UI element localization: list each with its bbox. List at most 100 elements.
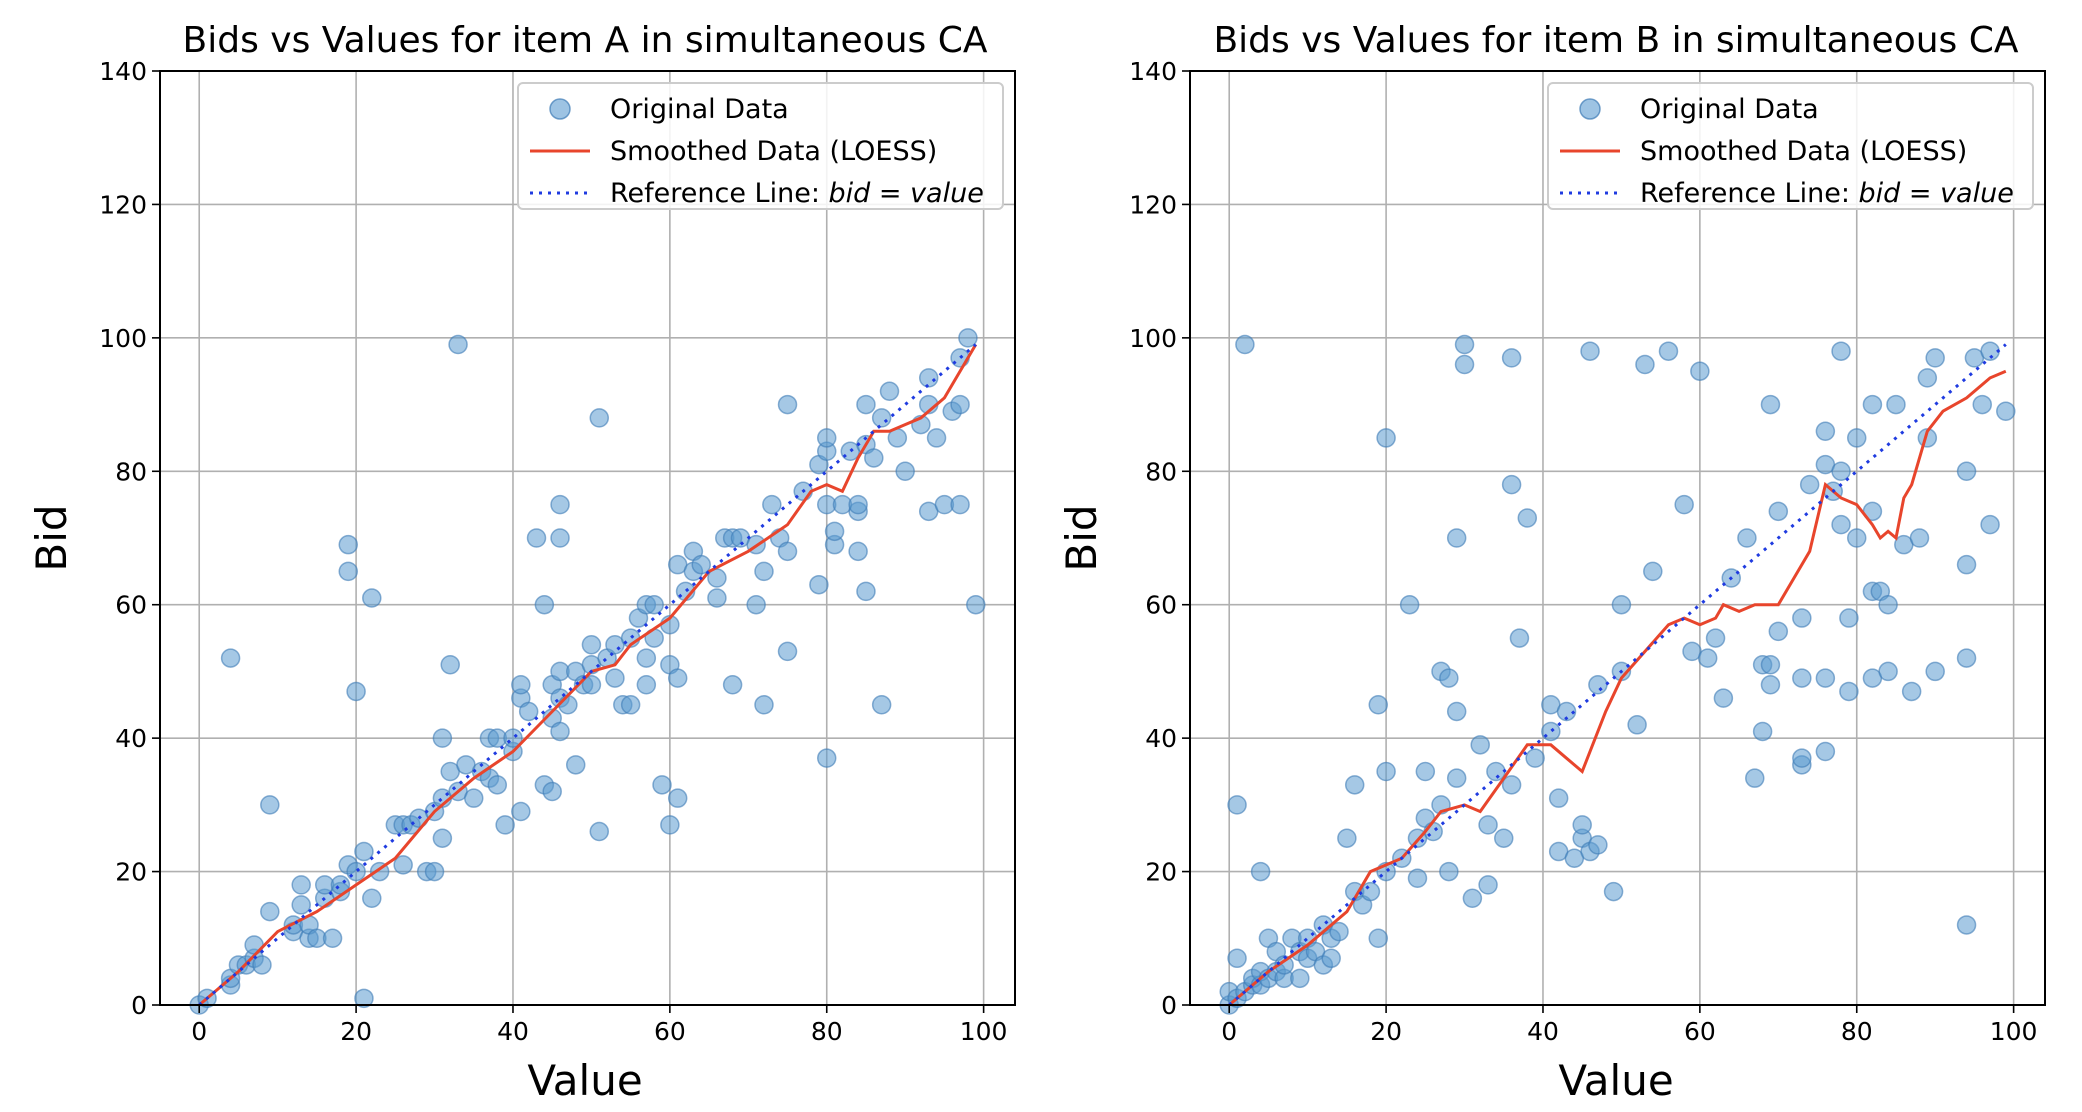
data-point xyxy=(1399,594,1420,615)
data-point xyxy=(1768,621,1789,642)
data-point xyxy=(565,755,586,775)
data-point xyxy=(1235,334,1255,355)
data-point xyxy=(1831,514,1851,535)
legend-label-smoothed-data: Smoothed Data (LOESS) xyxy=(1640,136,1967,167)
data-point xyxy=(1446,528,1467,548)
y-tick-label: 40 xyxy=(1145,724,1177,753)
data-point xyxy=(1290,968,1310,989)
data-point xyxy=(1274,955,1294,975)
data-point xyxy=(1745,768,1765,788)
data-point xyxy=(1494,828,1514,848)
data-point xyxy=(1658,341,1679,361)
data-point xyxy=(393,855,413,875)
data-point xyxy=(1415,761,1436,782)
data-point xyxy=(1972,394,1992,415)
data-point xyxy=(1752,721,1773,742)
y-tick-label: 20 xyxy=(115,858,147,887)
data-point xyxy=(856,581,876,602)
data-point xyxy=(1643,561,1663,582)
y-tick-label: 120 xyxy=(99,190,147,219)
data-point xyxy=(777,541,798,562)
y-tick-label: 0 xyxy=(131,991,147,1020)
data-point xyxy=(1839,608,1859,628)
data-point xyxy=(1705,628,1726,648)
data-point xyxy=(518,701,539,722)
data-point xyxy=(550,528,570,548)
data-point xyxy=(1627,715,1647,735)
data-point xyxy=(338,561,359,582)
legend-symbol-original-data xyxy=(1579,98,1601,120)
data-point xyxy=(1635,354,1655,375)
data-point xyxy=(1517,508,1538,528)
y-axis-label: Bid xyxy=(1057,504,1106,571)
data-point xyxy=(895,461,915,482)
data-point xyxy=(1509,628,1530,648)
y-tick-label: 60 xyxy=(115,591,147,620)
data-point xyxy=(322,928,343,949)
x-tick-label: 80 xyxy=(811,1017,843,1046)
data-point xyxy=(636,675,657,695)
data-point xyxy=(495,815,515,835)
data-point xyxy=(1446,701,1467,722)
data-point xyxy=(1917,368,1938,388)
data-point xyxy=(1572,815,1592,835)
data-point xyxy=(1446,768,1467,788)
x-tick-label: 100 xyxy=(1990,1017,2038,1046)
data-point xyxy=(1376,761,1396,782)
loess-line xyxy=(198,343,978,1007)
data-point xyxy=(589,408,610,428)
data-point xyxy=(260,901,280,922)
x-tick-label: 40 xyxy=(1527,1017,1559,1046)
data-point xyxy=(1439,861,1459,882)
data-point xyxy=(660,815,680,835)
data-point xyxy=(636,648,657,668)
data-point xyxy=(644,594,664,615)
y-axis-label: Bid xyxy=(27,504,76,571)
data-point xyxy=(542,781,562,802)
data-point xyxy=(1839,681,1859,702)
data-point xyxy=(667,788,688,808)
x-axis-label: Value xyxy=(527,1056,642,1105)
data-point xyxy=(1368,695,1389,715)
data-point xyxy=(1478,815,1498,835)
data-point xyxy=(1470,735,1490,755)
data-point xyxy=(1956,915,1977,935)
legend-label-reference-line: Reference Line: bid = value xyxy=(1640,178,2014,209)
x-tick-label: 60 xyxy=(654,1017,686,1046)
data-point xyxy=(1996,401,2016,421)
data-point xyxy=(1713,688,1734,708)
data-point xyxy=(362,888,382,909)
data-point xyxy=(966,594,986,615)
data-point xyxy=(856,394,876,415)
data-point xyxy=(362,588,382,608)
data-point xyxy=(1462,888,1483,909)
data-point xyxy=(1956,461,1977,482)
chart-item-b: Bids vs Values for item B in simultaneou… xyxy=(1057,20,2046,1105)
data-point xyxy=(1439,668,1459,688)
data-point xyxy=(1501,474,1522,495)
data-point xyxy=(958,328,978,348)
data-point xyxy=(652,775,672,795)
data-point xyxy=(950,394,970,415)
data-point xyxy=(581,634,602,655)
data-point xyxy=(448,334,468,355)
data-point xyxy=(354,841,374,862)
data-point xyxy=(754,561,774,582)
data-point xyxy=(1980,514,2000,535)
data-point xyxy=(1768,501,1789,522)
data-point xyxy=(754,695,774,715)
data-point xyxy=(1799,474,1820,495)
legend-label-original-data: Original Data xyxy=(610,94,789,125)
data-point xyxy=(1815,741,1836,762)
legend-box xyxy=(517,82,1004,210)
chart-title: Bids vs Values for item B in simultaneou… xyxy=(1213,20,2018,61)
data-point xyxy=(848,541,868,562)
data-point xyxy=(1690,361,1710,381)
x-tick-label: 0 xyxy=(191,1017,207,1046)
data-point xyxy=(1886,394,1906,415)
data-point xyxy=(1815,668,1836,688)
data-point xyxy=(550,494,570,515)
legend: Original Data Smoothed Data (LOESS) Refe… xyxy=(517,82,1004,210)
data-point xyxy=(1846,428,1867,448)
